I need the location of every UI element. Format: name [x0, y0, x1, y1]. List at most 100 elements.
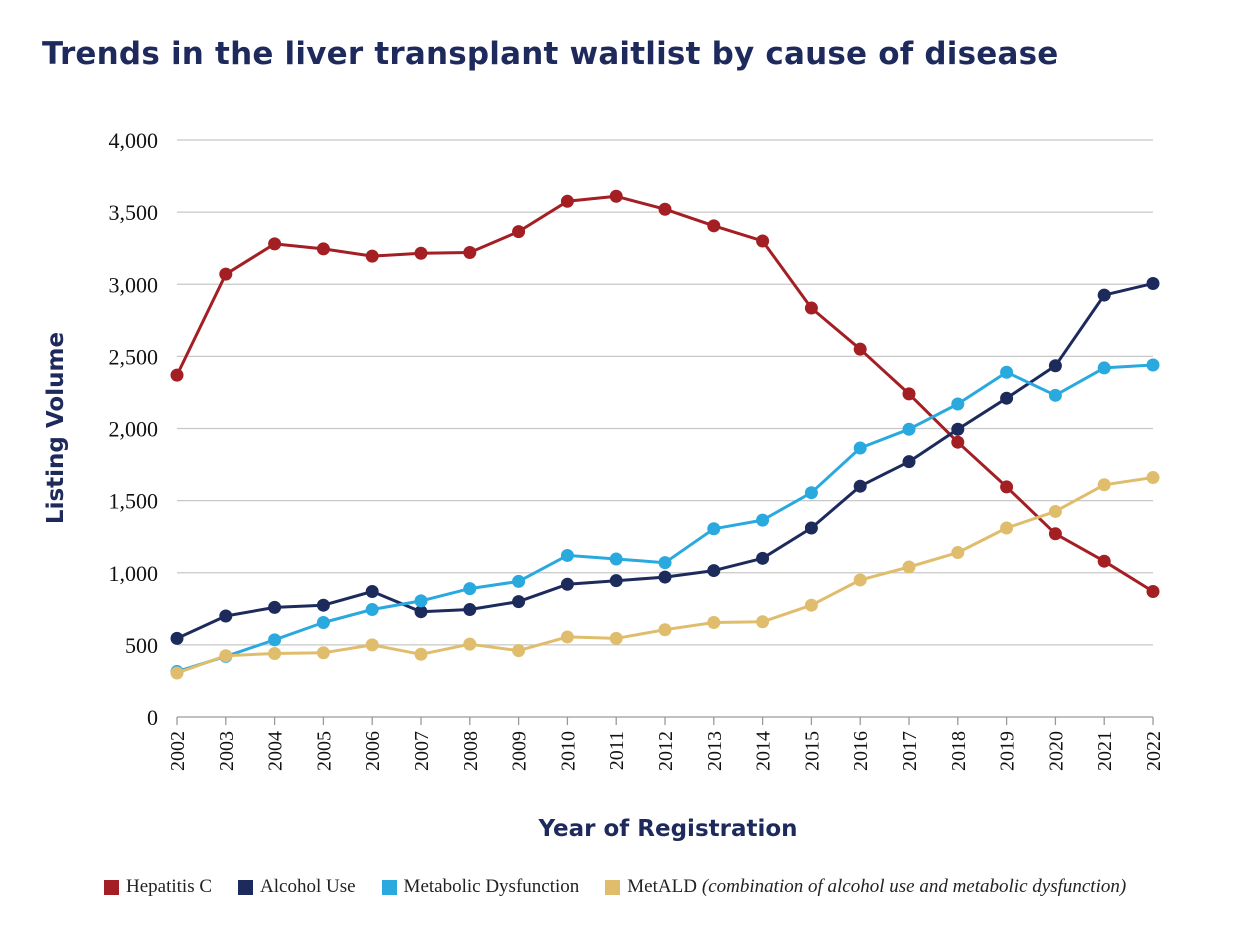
- data-point-hepatitis-c: [365, 249, 379, 263]
- x-tick-label: 2013: [704, 731, 726, 771]
- data-point-alcohol-use: [658, 570, 672, 584]
- x-tick-label: 2016: [850, 731, 872, 771]
- legend-swatch: [238, 879, 254, 895]
- y-tick-labels: 0 500 1,000 1,500 2,000 2,500 3,000 3,500 4,000: [109, 128, 159, 730]
- x-tick-label: 2021: [1094, 731, 1116, 771]
- data-point-metald: [170, 666, 184, 680]
- y-tick-label: 2,000: [109, 417, 159, 442]
- axes: [176, 716, 1154, 725]
- data-point-hepatitis-c: [170, 368, 184, 382]
- legend-item-alcohol-use: Alcohol Use: [238, 876, 356, 898]
- x-tick-label: 2015: [801, 731, 823, 771]
- x-tick-labels: 2002 2003 2004 2005 2006 2007 2008 2009 2010 2011…: [167, 731, 1165, 771]
- data-point-hepatitis-c: [951, 435, 965, 449]
- series-metald: [170, 471, 1160, 680]
- data-point-hepatitis-c: [609, 189, 623, 203]
- x-tick-label: 2019: [997, 731, 1019, 771]
- x-tick-label: 2022: [1143, 731, 1165, 771]
- data-point-metald: [512, 644, 526, 658]
- x-tick-label: 2014: [753, 731, 775, 771]
- data-point-metald: [560, 630, 574, 644]
- data-point-metald: [853, 573, 867, 587]
- data-point-hepatitis-c: [853, 342, 867, 356]
- data-point-hepatitis-c: [1048, 527, 1062, 541]
- data-point-alcohol-use: [756, 551, 770, 565]
- data-point-hepatitis-c: [219, 267, 233, 281]
- x-tick-label: 2017: [899, 731, 921, 771]
- data-point-hepatitis-c: [756, 234, 770, 248]
- data-point-metabolic-dysfunction: [316, 616, 330, 630]
- y-tick-label: 1,000: [109, 561, 159, 586]
- x-tick-label: 2010: [557, 731, 579, 771]
- x-tick-label: 2011: [606, 731, 628, 770]
- legend-label: Hepatitis C: [126, 876, 213, 897]
- data-point-alcohol-use: [365, 585, 379, 599]
- data-point-metabolic-dysfunction: [512, 574, 526, 588]
- data-point-metabolic-dysfunction: [463, 582, 477, 596]
- x-tick-label: 2003: [216, 731, 238, 771]
- x-tick-label: 2008: [460, 731, 482, 771]
- legend-item-metabolic-dysfunction: Metabolic Dysfunction: [381, 876, 579, 898]
- data-point-alcohol-use: [1000, 391, 1014, 405]
- data-point-alcohol-use: [804, 521, 818, 535]
- x-tick-label: 2004: [265, 731, 287, 771]
- data-point-metald: [707, 616, 721, 630]
- data-point-metabolic-dysfunction: [902, 422, 916, 436]
- legend-swatch: [605, 879, 621, 895]
- data-point-metald: [951, 546, 965, 560]
- data-point-hepatitis-c: [1097, 554, 1111, 568]
- data-point-metabolic-dysfunction: [756, 513, 770, 527]
- x-tick-label: 2018: [948, 731, 970, 771]
- legend-label: MetALD: [627, 876, 697, 897]
- y-tick-label: 4,000: [109, 128, 159, 153]
- data-point-hepatitis-c: [902, 387, 916, 401]
- y-tick-label: 2,500: [109, 344, 159, 369]
- data-point-alcohol-use: [316, 598, 330, 612]
- data-point-metabolic-dysfunction: [1097, 361, 1111, 375]
- data-point-metald: [658, 623, 672, 637]
- data-point-hepatitis-c: [512, 225, 526, 239]
- data-point-metabolic-dysfunction: [1048, 388, 1062, 402]
- series-line-alcohol-use: [176, 282, 1154, 640]
- data-point-metald: [365, 638, 379, 652]
- data-point-metald: [268, 647, 282, 661]
- data-point-hepatitis-c: [658, 202, 672, 216]
- data-point-alcohol-use: [1048, 359, 1062, 373]
- legend-label: Alcohol Use: [260, 876, 356, 897]
- legend-note: (combination of alcohol use and metaboli…: [701, 876, 1127, 897]
- series-hepatitis-c: [170, 189, 1160, 599]
- y-tick-label: 1,500: [109, 489, 159, 514]
- data-point-alcohol-use: [414, 605, 428, 619]
- data-point-hepatitis-c: [268, 237, 282, 251]
- data-point-alcohol-use: [1097, 288, 1111, 302]
- y-axis-title: Listing Volume: [43, 332, 69, 524]
- data-point-alcohol-use: [951, 422, 965, 436]
- data-point-metabolic-dysfunction: [560, 548, 574, 562]
- data-point-hepatitis-c: [316, 242, 330, 256]
- data-point-hepatitis-c: [707, 219, 721, 233]
- data-point-hepatitis-c: [1146, 585, 1160, 599]
- data-point-metabolic-dysfunction: [658, 556, 672, 570]
- chart-title: Trends in the liver transplant waitlist …: [42, 36, 1059, 72]
- data-point-metabolic-dysfunction: [853, 441, 867, 455]
- data-point-metabolic-dysfunction: [707, 522, 721, 536]
- data-point-hepatitis-c: [1000, 480, 1014, 494]
- x-axis-title: Year of Registration: [537, 816, 797, 842]
- data-point-alcohol-use: [1146, 277, 1160, 291]
- x-tick-label: 2002: [167, 731, 189, 771]
- data-point-metabolic-dysfunction: [1000, 365, 1014, 379]
- data-point-metald: [804, 598, 818, 612]
- data-point-metald: [414, 647, 428, 661]
- data-point-hepatitis-c: [560, 194, 574, 208]
- y-tick-label: 500: [125, 633, 158, 658]
- data-point-metabolic-dysfunction: [951, 397, 965, 411]
- data-point-alcohol-use: [170, 631, 184, 645]
- data-point-metald: [1146, 471, 1160, 485]
- y-tick-label: 3,000: [109, 272, 159, 297]
- data-point-metabolic-dysfunction: [1146, 358, 1160, 372]
- data-point-metald: [756, 615, 770, 629]
- data-point-alcohol-use: [902, 455, 916, 469]
- x-tick-label: 2005: [313, 731, 335, 771]
- x-tick-label: 2007: [411, 731, 433, 771]
